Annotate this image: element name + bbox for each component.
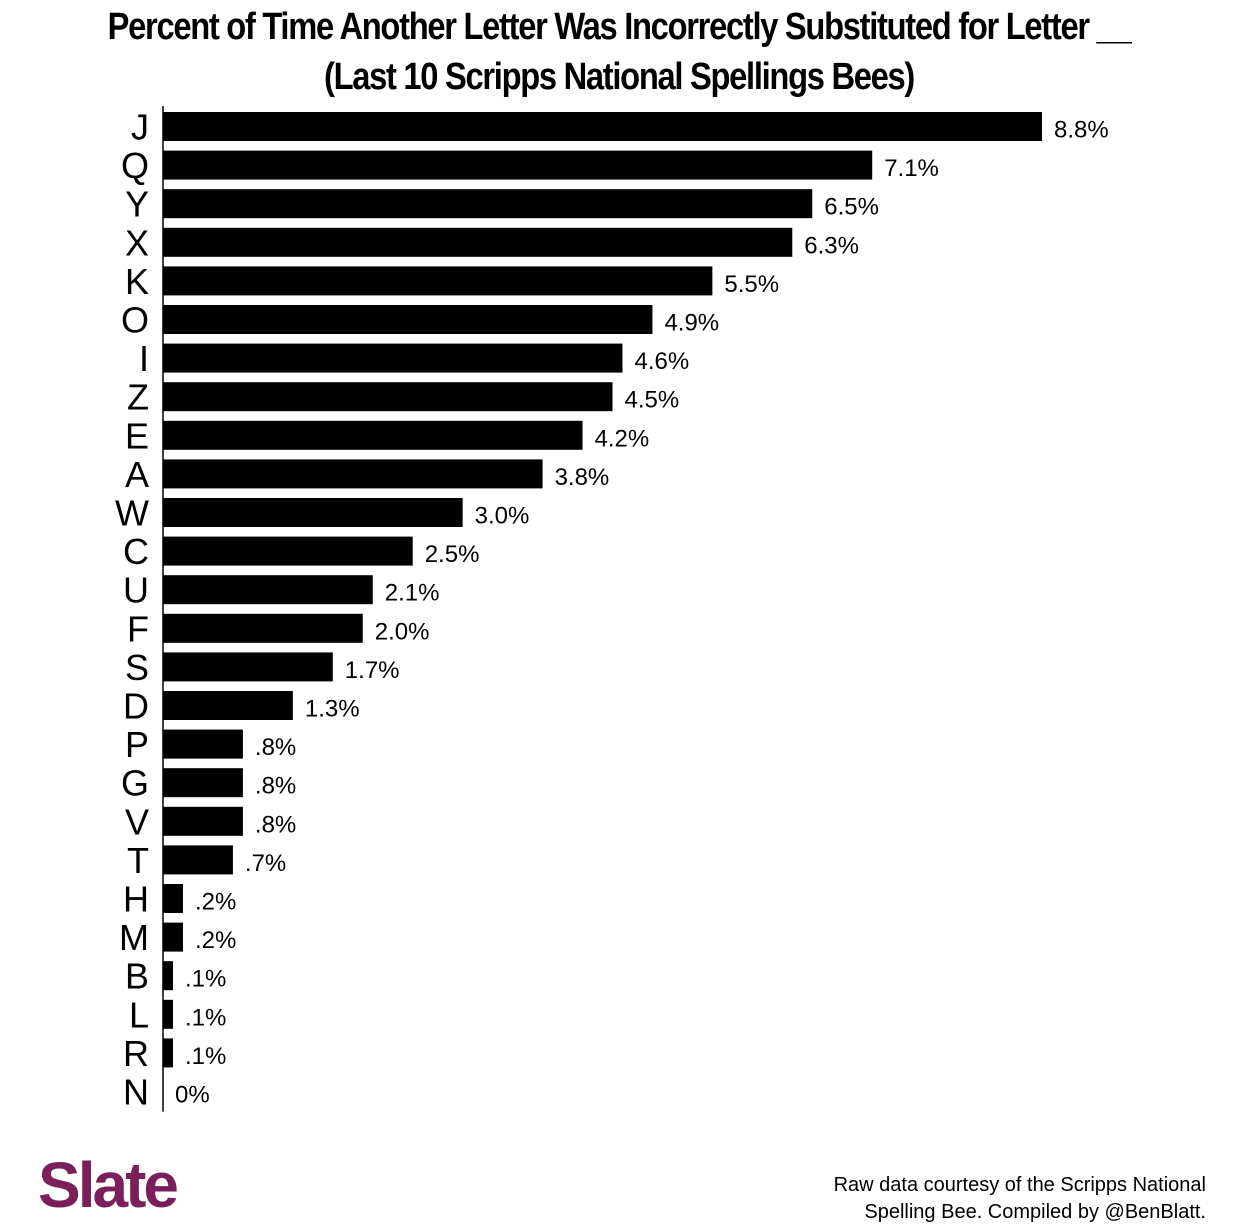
bar-m xyxy=(163,922,183,952)
category-label-y: Y xyxy=(125,184,149,225)
category-label-m: M xyxy=(119,917,149,958)
category-label-i: I xyxy=(139,338,149,379)
category-label-l: L xyxy=(129,994,149,1035)
value-label-k: 5.5% xyxy=(724,271,779,298)
bar-f xyxy=(163,613,363,643)
value-label-t: .7% xyxy=(245,850,286,877)
category-label-w: W xyxy=(115,493,149,534)
value-label-b: .1% xyxy=(185,966,226,993)
bar-v xyxy=(163,806,243,836)
value-label-s: 1.7% xyxy=(345,657,400,684)
category-label-k: K xyxy=(125,261,149,302)
bar-w xyxy=(163,498,463,527)
bar-x xyxy=(163,227,793,257)
value-label-r: .1% xyxy=(185,1043,226,1070)
category-label-r: R xyxy=(123,1033,149,1074)
category-label-s: S xyxy=(125,647,149,688)
category-label-u: U xyxy=(123,570,149,611)
category-label-j: J xyxy=(131,107,149,148)
value-label-o: 4.9% xyxy=(664,310,719,337)
bar-t xyxy=(163,845,233,875)
bar-b xyxy=(163,961,173,991)
category-label-n: N xyxy=(123,1072,149,1113)
value-label-f: 2.0% xyxy=(375,618,430,645)
bar-r xyxy=(163,1038,173,1068)
source-note: Raw data courtesy of the Scripps Nationa… xyxy=(834,1172,1206,1226)
value-label-i: 4.6% xyxy=(634,348,689,375)
bar-a xyxy=(163,459,543,489)
value-label-h: .2% xyxy=(195,889,236,916)
value-label-y: 6.5% xyxy=(824,194,879,221)
value-label-l: .1% xyxy=(185,1004,226,1031)
bar-l xyxy=(163,999,173,1029)
source-line-1: Raw data courtesy of the Scripps Nationa… xyxy=(833,1174,1206,1196)
category-label-q: Q xyxy=(121,145,149,186)
bar-k xyxy=(163,266,713,296)
category-label-e: E xyxy=(125,415,149,456)
bar-z xyxy=(163,382,613,412)
value-label-m: .2% xyxy=(195,927,236,954)
value-label-n: 0% xyxy=(175,1082,210,1109)
value-label-d: 1.3% xyxy=(305,696,360,723)
bar-c xyxy=(163,536,413,566)
category-label-b: B xyxy=(125,956,149,997)
category-label-x: X xyxy=(125,222,149,263)
bar-o xyxy=(163,305,653,334)
value-label-e: 4.2% xyxy=(595,425,650,452)
bar-s xyxy=(163,652,333,682)
bar-h xyxy=(163,884,183,913)
slate-logo: Slate xyxy=(38,1149,179,1221)
value-label-j: 8.8% xyxy=(1054,117,1109,144)
source-line-2: Spelling Bee. Compiled by @BenBlatt. xyxy=(864,1201,1206,1223)
bar-e xyxy=(163,420,583,450)
value-label-z: 4.5% xyxy=(624,387,679,414)
chart-subtitle: (Last 10 Scripps National Spellings Bees… xyxy=(323,56,915,98)
chart-title: Percent of Time Another Letter Was Incor… xyxy=(107,6,1132,48)
bar-i xyxy=(163,343,623,373)
value-label-w: 3.0% xyxy=(475,503,530,530)
category-label-a: A xyxy=(125,454,149,495)
value-label-u: 2.1% xyxy=(385,580,440,607)
bar-d xyxy=(163,691,293,720)
value-label-q: 7.1% xyxy=(884,155,939,182)
bar-y xyxy=(163,189,813,219)
category-label-p: P xyxy=(125,724,149,765)
category-label-o: O xyxy=(121,300,149,341)
category-label-z: Z xyxy=(127,377,149,418)
category-label-t: T xyxy=(127,840,149,881)
bar-p xyxy=(163,729,243,759)
category-label-d: D xyxy=(123,686,149,727)
category-label-f: F xyxy=(127,608,149,649)
value-label-c: 2.5% xyxy=(425,541,480,568)
bar-chart: J 8.8% Q 7.1% Y 6.5% X 6.3% K 5.5% O 4.9% I 4.6% Z 4.5%… xyxy=(115,106,1109,1113)
bar-j xyxy=(163,112,1042,141)
value-label-a: 3.8% xyxy=(555,464,610,491)
value-label-p: .8% xyxy=(255,734,296,761)
value-label-x: 6.3% xyxy=(804,232,859,259)
category-label-c: C xyxy=(123,531,149,572)
bar-u xyxy=(163,575,373,605)
value-label-v: .8% xyxy=(255,811,296,838)
value-label-g: .8% xyxy=(255,773,296,800)
category-label-h: H xyxy=(123,879,149,920)
bar-g xyxy=(163,768,243,798)
category-label-g: G xyxy=(121,763,149,804)
category-label-v: V xyxy=(125,801,149,842)
bar-q xyxy=(163,150,873,180)
